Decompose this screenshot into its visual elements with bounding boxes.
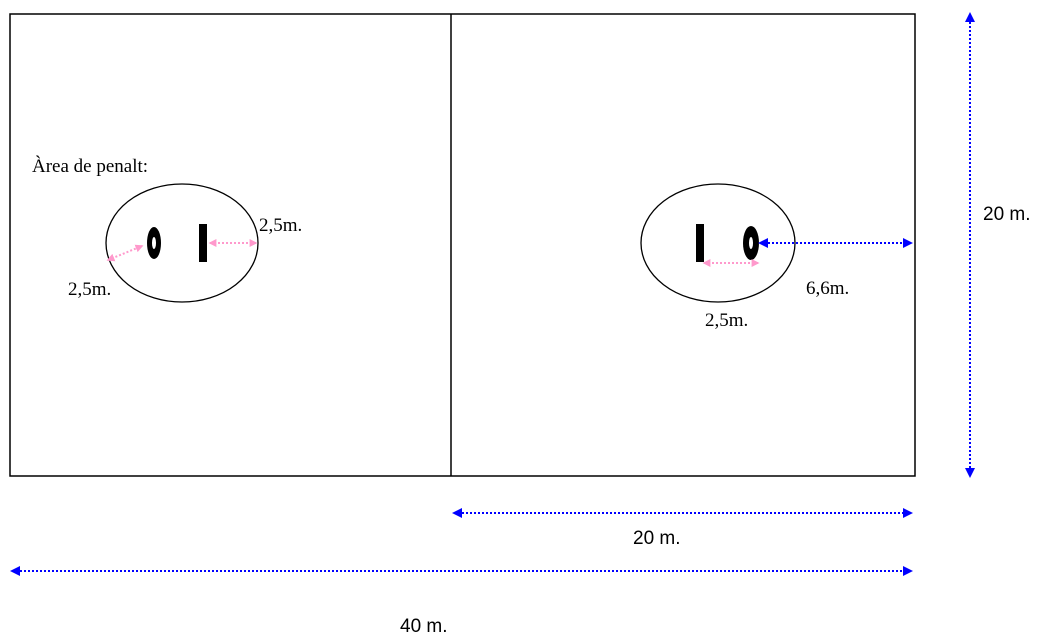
left-penalty-area xyxy=(105,183,259,303)
court-boundary xyxy=(9,13,916,477)
right-goal-distance-label: 2,5m. xyxy=(705,310,748,331)
left-goal-icon xyxy=(147,227,161,259)
right-player-marker xyxy=(696,224,704,262)
right-goal-icon xyxy=(743,226,759,260)
left-goal-right-distance-label: 2,5m. xyxy=(259,215,302,236)
right-penalty-area xyxy=(640,183,796,303)
goal-to-sideline-label: 6,6m. xyxy=(806,278,849,299)
full-width-label: 40 m. xyxy=(400,616,448,634)
left-goal-left-distance-label: 2,5m. xyxy=(68,279,111,300)
penalty-area-label: Àrea de penalt: xyxy=(32,155,148,177)
left-goal-left-arrow xyxy=(106,244,144,262)
left-player-marker xyxy=(199,224,207,262)
court-height-label: 20 m. xyxy=(983,204,1031,225)
half-width-label: 20 m. xyxy=(633,528,681,549)
